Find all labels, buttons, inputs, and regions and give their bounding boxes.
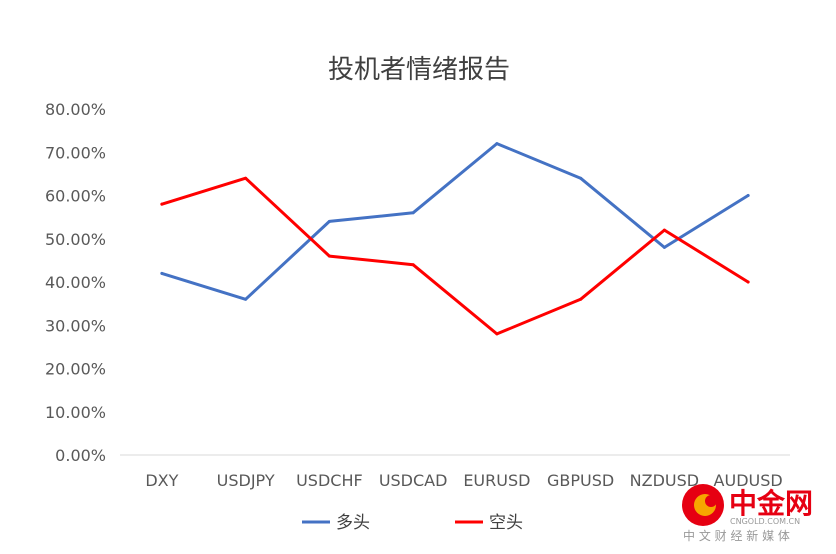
y-tick-label: 80.00%	[45, 100, 106, 119]
legend-label: 多头	[336, 513, 370, 533]
x-tick-label: DXY	[145, 471, 178, 490]
data-point	[244, 297, 248, 301]
legend: 多头 空头	[302, 513, 523, 533]
x-tick-label: USDJPY	[217, 471, 275, 490]
series-line	[160, 142, 750, 301]
data-point	[495, 142, 499, 146]
data-point	[495, 332, 499, 336]
x-tick-label: USDCAD	[379, 471, 448, 490]
data-point	[160, 202, 164, 206]
data-point	[662, 245, 666, 249]
x-tick-label: EURUSD	[463, 471, 530, 490]
y-tick-label: 30.00%	[45, 316, 106, 335]
x-tick-label: GBPUSD	[547, 471, 614, 490]
watermark-logo: 中金网 CNGOLD.COM.CN 中 文 财 经 新 媒 体	[682, 484, 813, 543]
logo-swirl-inner-icon	[705, 495, 717, 507]
data-point	[160, 271, 164, 275]
y-tick-label: 20.00%	[45, 360, 106, 379]
series-line	[160, 176, 750, 336]
watermark-brand: 中金网	[729, 487, 813, 520]
watermark-tagline: 中 文 财 经 新 媒 体	[683, 528, 790, 543]
chart-title: 投机者情绪报告	[328, 55, 510, 85]
x-tick-label: NZDUSD	[630, 471, 699, 490]
y-tick-label: 0.00%	[55, 446, 106, 465]
watermark-domain: CNGOLD.COM.CN	[730, 517, 800, 526]
y-tick-label: 70.00%	[45, 143, 106, 162]
y-tick-label: 10.00%	[45, 403, 106, 422]
plot-area	[160, 142, 750, 336]
data-point	[746, 194, 750, 197]
data-point	[579, 176, 583, 180]
x-tick-label: AUDUSD	[714, 471, 783, 490]
y-tick-label: 40.00%	[45, 273, 106, 292]
data-point	[746, 280, 750, 284]
legend-label: 空头	[489, 513, 523, 533]
data-point	[327, 219, 331, 223]
x-axis: DXY USDJPY USDCHF USDCAD EURUSD GBPUSD NZDUSD A…	[145, 471, 782, 490]
data-point	[327, 254, 331, 258]
x-tick-label: USDCHF	[296, 471, 363, 490]
data-point	[579, 297, 583, 301]
y-tick-label: 50.00%	[45, 230, 106, 249]
data-point	[244, 176, 248, 180]
y-axis: 0.00% 10.00% 20.00% 30.00% 40.00% 50.00% 60.00…	[45, 100, 106, 465]
y-tick-label: 60.00%	[45, 187, 106, 206]
data-point	[662, 228, 666, 232]
data-point	[411, 211, 415, 215]
data-point	[411, 263, 415, 267]
